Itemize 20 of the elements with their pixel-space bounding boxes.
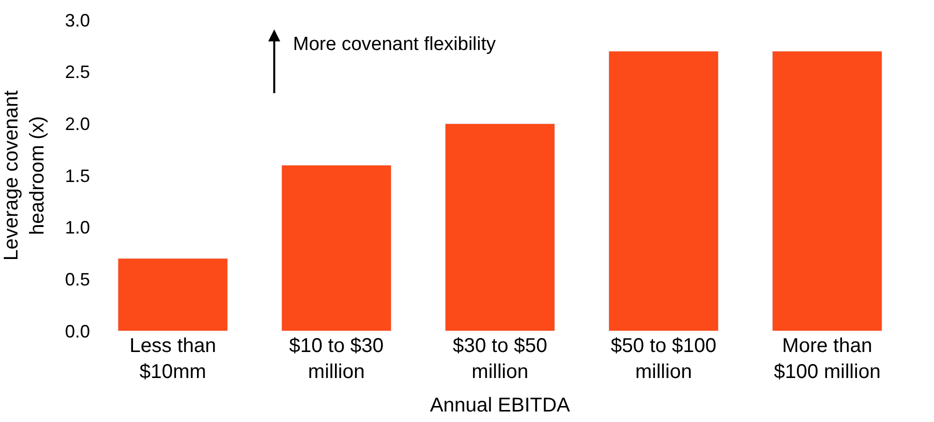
y-tick-label: 1.5: [64, 166, 90, 186]
x-tick-label: $50 to $100 million: [610, 335, 716, 383]
bar: [118, 258, 228, 331]
x-tick-label: $30 to $50 million: [452, 335, 548, 383]
y-tick-label: 0.5: [64, 269, 90, 290]
bar: [772, 50, 882, 331]
y-tick-label: 3.0: [64, 10, 90, 30]
y-tick-label: 0.0: [64, 321, 90, 342]
annotation: More covenant flexibility: [293, 34, 496, 55]
bar: [608, 50, 719, 331]
x-tick-label: More than $100 million: [774, 335, 881, 383]
x-tick-label: $10 to $30 million: [289, 335, 384, 383]
bar: [444, 123, 556, 331]
bar: [281, 164, 392, 331]
y-tick-label: 2.0: [64, 114, 90, 134]
y-axis-title: Leverage covenant headroom (x): [0, 90, 48, 261]
x-tick-label: Less than $10mm: [129, 335, 216, 383]
y-tick-label: 2.5: [64, 62, 90, 82]
y-tick-label: 1.0: [64, 218, 90, 238]
x-axis-title: Annual EBITDA: [430, 394, 571, 416]
